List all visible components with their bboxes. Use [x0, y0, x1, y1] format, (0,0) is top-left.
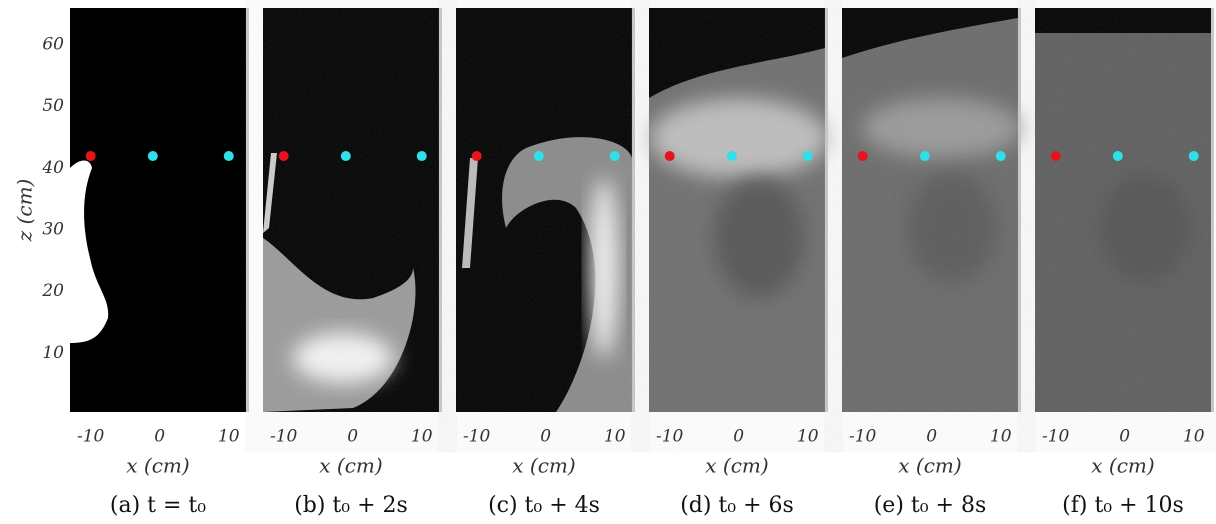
x-tick-label: 10: [1183, 427, 1205, 447]
panel-frame-strip: [632, 8, 635, 412]
x-tick-label: 0: [347, 427, 358, 447]
x-tick-label: 0: [154, 427, 165, 447]
x-axis-label: x (cm): [705, 454, 768, 478]
panel-caption: (b) t₀ + 2s: [294, 493, 408, 518]
x-axis-label: x (cm): [512, 454, 575, 478]
panel-frame-strip: [246, 8, 249, 412]
panel-caption: (f) t₀ + 10s: [1062, 493, 1184, 518]
x-tick-label: 10: [411, 427, 433, 447]
probe-point: [278, 151, 289, 162]
panel-image: [70, 160, 109, 343]
y-tick-label: 60: [42, 35, 64, 55]
x-tick-label: -10: [270, 427, 298, 447]
panel-frame-strip: [825, 8, 828, 412]
y-tick-label: 50: [42, 96, 64, 116]
x-tick-label: 0: [1119, 427, 1130, 447]
x-axis-label: x (cm): [126, 454, 189, 478]
x-tick-label: -10: [463, 427, 491, 447]
x-tick-label: -10: [1042, 427, 1070, 447]
probe-point: [726, 151, 737, 162]
x-tick-label: 10: [604, 427, 626, 447]
x-tick-label: 0: [540, 427, 551, 447]
panel-noise: [842, 8, 1018, 412]
x-axis-label: x (cm): [1091, 454, 1154, 478]
probe-point: [995, 151, 1006, 162]
dye-blob: [70, 160, 109, 343]
panel-caption: (c) t₀ + 4s: [488, 493, 600, 518]
y-axis-label: z (cm): [13, 179, 37, 243]
panel-noise: [263, 8, 439, 412]
panel-noise: [456, 8, 632, 412]
panel-frame-strip: [439, 8, 442, 412]
probe-point: [1050, 151, 1061, 162]
probe-point: [147, 151, 158, 162]
y-tick-label: 20: [41, 281, 64, 301]
probe-point: [919, 151, 930, 162]
panel-caption: (a) t = t₀: [110, 493, 206, 518]
probe-point: [1188, 151, 1199, 162]
panel-caption: (e) t₀ + 8s: [874, 493, 987, 518]
x-tick-label: 10: [990, 427, 1012, 447]
panel-noise: [1035, 8, 1211, 412]
panel-caption: (d) t₀ + 6s: [680, 493, 794, 518]
x-axis-label: x (cm): [898, 454, 961, 478]
probe-point: [340, 151, 351, 162]
panel-frame-strip: [1211, 8, 1214, 412]
x-axis-label: x (cm): [319, 454, 382, 478]
probe-point: [533, 151, 544, 162]
x-tick-label: -10: [849, 427, 877, 447]
probe-point: [802, 151, 813, 162]
panel-frame-strip: [1018, 8, 1021, 412]
y-tick-label: 40: [41, 158, 64, 178]
x-tick-label: -10: [656, 427, 684, 447]
probe-point: [857, 151, 868, 162]
probe-point: [1112, 151, 1123, 162]
probe-point: [471, 151, 482, 162]
probe-point: [664, 151, 675, 162]
x-tick-label: 0: [926, 427, 937, 447]
x-tick-label: 0: [733, 427, 744, 447]
probe-point: [223, 151, 234, 162]
y-tick-label: 10: [42, 343, 64, 363]
y-tick-label: 30: [42, 220, 64, 240]
x-tick-label: 10: [218, 427, 240, 447]
x-tick-label: -10: [77, 427, 105, 447]
panel-background: [70, 8, 246, 412]
probe-point: [416, 151, 427, 162]
probe-point: [85, 151, 96, 162]
panel-noise: [649, 8, 825, 412]
x-tick-label: 10: [797, 427, 819, 447]
probe-point: [609, 151, 620, 162]
